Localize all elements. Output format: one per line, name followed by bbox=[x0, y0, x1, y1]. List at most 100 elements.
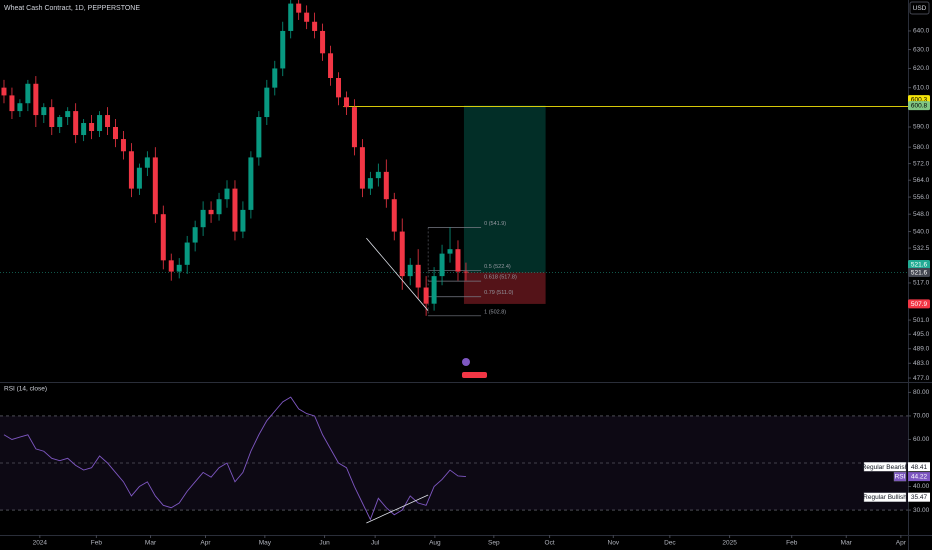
candle-body bbox=[176, 264, 182, 272]
fib-label: 0 (541.9) bbox=[484, 221, 506, 227]
rsi-divergence bbox=[366, 494, 429, 524]
rsi-band bbox=[0, 415, 908, 511]
candle-body bbox=[120, 139, 126, 152]
candle-body bbox=[431, 276, 437, 304]
y-tick-label: 572.0 bbox=[913, 160, 930, 167]
rsi-tick-label: 80.00 bbox=[913, 389, 930, 396]
position-stop bbox=[463, 272, 546, 304]
last-price-label: 521.6 bbox=[911, 262, 928, 269]
candle-body bbox=[9, 95, 15, 112]
rsi-tick-label: 30.00 bbox=[913, 507, 930, 514]
candle-body bbox=[383, 171, 389, 200]
rsi-label-name: Regular Bearish bbox=[862, 464, 909, 471]
rsi-title: RSI (14, close) bbox=[4, 386, 47, 393]
candle-body bbox=[375, 171, 381, 179]
fib-label: 1 (502.8) bbox=[484, 309, 506, 315]
candle-body bbox=[415, 264, 421, 288]
x-tick-label: Feb bbox=[91, 540, 103, 547]
candle-body bbox=[296, 3, 302, 13]
candle-body bbox=[264, 87, 270, 118]
candle-body bbox=[168, 260, 174, 272]
candle-body bbox=[232, 188, 238, 232]
last-price-label-box bbox=[908, 259, 930, 269]
x-tick-label: Apr bbox=[200, 540, 211, 547]
candle-body bbox=[320, 30, 326, 54]
candle-body bbox=[152, 157, 158, 215]
candle-body bbox=[224, 188, 230, 200]
candle-body bbox=[89, 123, 95, 132]
candle-body bbox=[391, 199, 397, 232]
position-target bbox=[463, 105, 546, 273]
rsi-tick-label: 60.00 bbox=[913, 436, 930, 443]
candle-body bbox=[136, 167, 142, 189]
currency-box[interactable] bbox=[909, 1, 930, 15]
rsi-label-name-box bbox=[863, 492, 907, 502]
y-tick-label: 590.0 bbox=[913, 124, 930, 131]
candle-body bbox=[73, 111, 79, 136]
rsi-label-name: RSI bbox=[895, 474, 906, 481]
candle-body bbox=[33, 83, 39, 116]
candle-body bbox=[17, 103, 23, 112]
candle-body bbox=[144, 157, 150, 168]
x-tick-label: Jun bbox=[319, 540, 330, 547]
rsi-label-value: 35.47 bbox=[911, 494, 928, 501]
y-tick-label: 540.0 bbox=[913, 228, 930, 235]
y-tick-label: 489.0 bbox=[913, 345, 930, 352]
candle-body bbox=[192, 227, 198, 243]
rsi-label-name: Regular Bullish bbox=[863, 494, 907, 501]
x-tick-label: Nov bbox=[608, 540, 620, 547]
rsi-label-value-box bbox=[908, 472, 930, 482]
candle-body bbox=[439, 253, 445, 277]
y-tick-label: 517.0 bbox=[913, 280, 930, 287]
rsi-tick-label: 40.00 bbox=[913, 483, 930, 490]
y-tick-label: 548.0 bbox=[913, 211, 930, 218]
currency[interactable]: USD bbox=[913, 5, 927, 12]
y-tick-label: 495.0 bbox=[913, 331, 930, 338]
candle-body bbox=[367, 178, 373, 189]
x-tick-label: Mar bbox=[841, 540, 853, 547]
candle-body bbox=[328, 53, 334, 79]
candle-body bbox=[65, 111, 71, 118]
x-tick-label: 2025 bbox=[722, 540, 737, 547]
candle-body bbox=[312, 21, 318, 31]
stop-label-box bbox=[908, 299, 930, 309]
candle-body bbox=[112, 127, 118, 140]
candle-body bbox=[200, 209, 206, 228]
y-tick-label: 630.0 bbox=[913, 46, 930, 53]
candle-body bbox=[57, 117, 63, 128]
candle-body bbox=[423, 287, 429, 304]
y-tick-label: 501.0 bbox=[913, 317, 930, 324]
event-icon[interactable] bbox=[462, 358, 470, 366]
fib-label: 0.618 (517.8) bbox=[484, 275, 517, 281]
candle-body bbox=[81, 123, 87, 136]
y-tick-label: 477.0 bbox=[913, 375, 930, 382]
target-label-box bbox=[908, 101, 930, 111]
candle-body bbox=[240, 209, 246, 232]
rsi-label-value-box bbox=[908, 492, 930, 502]
x-tick-label: Apr bbox=[896, 540, 907, 547]
x-tick-label: Oct bbox=[545, 540, 555, 547]
y-tick-label: 483.0 bbox=[913, 360, 930, 367]
fib-label: 0.5 (522.4) bbox=[484, 264, 511, 270]
last-price-label-box bbox=[908, 267, 930, 277]
stop-label: 507.9 bbox=[911, 301, 928, 308]
news-icons[interactable] bbox=[462, 372, 487, 378]
candle-body bbox=[272, 68, 278, 88]
x-tick-label: Sep bbox=[488, 540, 500, 547]
candle-body bbox=[288, 3, 294, 31]
x-tick-label: Dec bbox=[664, 540, 676, 547]
candle-body bbox=[1, 87, 7, 96]
candle-body bbox=[248, 157, 254, 210]
x-tick-label: Feb bbox=[786, 540, 798, 547]
fib-label: 0.79 (511.0) bbox=[484, 290, 513, 296]
candle-body bbox=[359, 147, 365, 189]
rsi-label-value: 48.41 bbox=[911, 464, 928, 471]
price-divergence bbox=[366, 237, 429, 311]
x-tick-label: May bbox=[259, 540, 272, 547]
candle-body bbox=[97, 115, 103, 132]
candle-body bbox=[216, 199, 222, 215]
last-price-label: 521.6 bbox=[911, 270, 928, 277]
y-tick-label: 610.0 bbox=[913, 84, 930, 91]
hline-label: 600.3 bbox=[911, 97, 928, 104]
